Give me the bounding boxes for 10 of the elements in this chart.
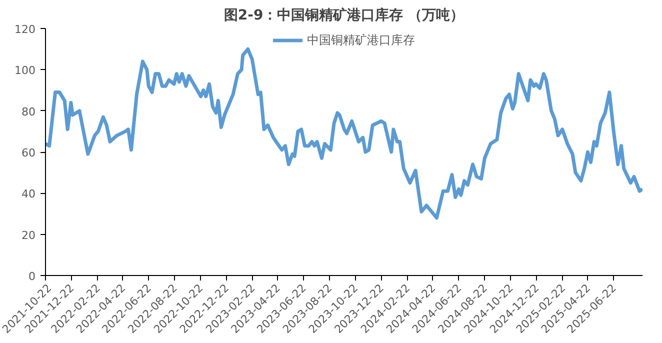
y-tick-label: 40 [22, 188, 36, 201]
legend-label: 中国铜精矿港口库存 [307, 32, 415, 48]
y-tick-label: 80 [22, 105, 36, 118]
y-tick-label: 20 [22, 228, 36, 242]
chart-title: 图2-9：中国铜精矿港口库存 （万吨） [224, 6, 464, 24]
line-series [46, 47, 642, 220]
y-tick-label: 120 [14, 23, 36, 36]
y-tick-label: 0 [28, 270, 36, 283]
y-tick-label: 100 [14, 64, 36, 78]
y-tick-label: 60 [22, 146, 36, 160]
